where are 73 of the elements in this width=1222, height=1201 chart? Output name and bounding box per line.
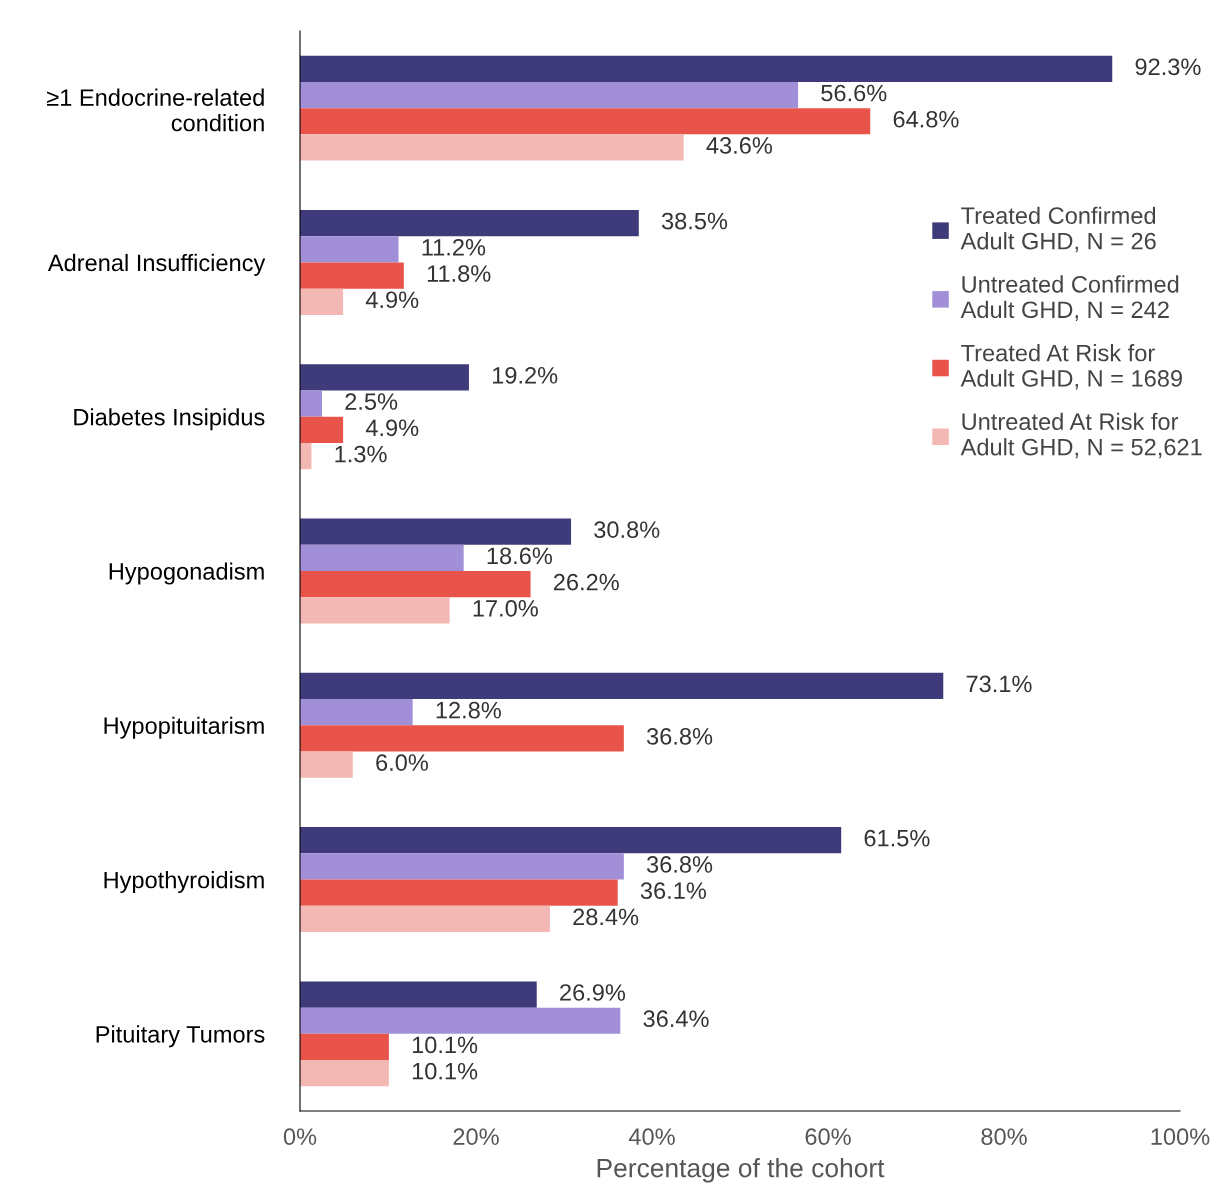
- data-label: 26.2%: [553, 573, 619, 591]
- bar: [300, 134, 684, 161]
- data-label: 11.2%: [422, 238, 486, 256]
- data-label: 38.5%: [661, 212, 728, 230]
- bar: [300, 597, 450, 624]
- data-label: 36.4%: [643, 1010, 709, 1028]
- data-label: 11.8%: [427, 265, 491, 282]
- data-label: 43.6%: [706, 137, 773, 154]
- bar: [300, 518, 572, 545]
- data-label: 30.8%: [594, 521, 660, 538]
- bar: [300, 879, 618, 906]
- bar: [300, 390, 322, 417]
- y-tick-label: Hypogonadism: [109, 562, 264, 585]
- bar: [300, 725, 624, 752]
- legend-label: Treated At Risk for Adult GHD, N = 1689: [960, 344, 1182, 390]
- bar: [300, 827, 842, 854]
- data-label: 12.8%: [436, 701, 501, 719]
- bar: [300, 1060, 389, 1087]
- data-label: 26.9%: [560, 984, 626, 1001]
- data-label: 36.8%: [646, 856, 713, 873]
- bar: [300, 416, 344, 443]
- bar: [300, 262, 404, 289]
- legend-label: Untreated At Risk for Adult GHD, N = 52,621: [960, 412, 1202, 459]
- data-label: 10.1%: [412, 1062, 478, 1080]
- data-label: 6.0%: [376, 754, 428, 771]
- data-label: 10.1%: [412, 1036, 478, 1054]
- data-label: 2.5%: [345, 393, 398, 410]
- bar: [300, 699, 413, 726]
- data-label: 1.3%: [335, 445, 387, 463]
- bar: [300, 209, 639, 237]
- bar: [300, 544, 464, 571]
- data-label: 64.8%: [893, 110, 959, 128]
- bar: [300, 288, 344, 315]
- bar: [300, 364, 469, 391]
- bar: [300, 571, 531, 598]
- data-label: 61.5%: [864, 829, 930, 847]
- y-tick-label: Adrenal Insufficiency: [47, 253, 266, 276]
- x-axis-title: Percentage of the cohort: [597, 1158, 885, 1183]
- bar: [300, 853, 624, 880]
- bar: [300, 1007, 621, 1034]
- y-tick-label: ≥1 Endocrine-related condition: [47, 88, 264, 132]
- data-label: 73.1%: [966, 675, 1032, 693]
- bar: [300, 981, 537, 1008]
- bar: [300, 751, 353, 778]
- bar: [300, 81, 799, 109]
- data-label: 19.2%: [492, 366, 558, 384]
- x-tick-label: 80%: [981, 1128, 1027, 1146]
- y-tick-label: Hypothyroidism: [104, 871, 264, 894]
- data-label: 36.1%: [640, 882, 707, 900]
- data-label: 56.6%: [821, 84, 887, 102]
- bar: [300, 905, 550, 933]
- data-label: 28.4%: [573, 908, 639, 926]
- x-tick-label: 0%: [283, 1128, 317, 1146]
- x-tick-label: 60%: [805, 1128, 851, 1146]
- x-tick-label: 40%: [628, 1128, 675, 1146]
- y-tick-label: Hypopituitarism: [104, 716, 264, 739]
- bar: [300, 1033, 389, 1061]
- data-label: 4.9%: [365, 419, 419, 437]
- bar: [300, 108, 871, 135]
- legend-label: Untreated Confirmed Adult GHD, N = 242: [960, 275, 1179, 321]
- data-label: 4.9%: [365, 291, 419, 309]
- legend-label: Treated Confirmed Adult GHD, N = 26: [960, 206, 1156, 253]
- bar: [300, 236, 399, 263]
- data-label: 17.0%: [473, 599, 538, 617]
- x-tick-label: 20%: [453, 1128, 499, 1146]
- bar: [300, 672, 944, 700]
- y-tick-label: Diabetes Insipidus: [74, 408, 265, 431]
- bar: [300, 55, 1113, 82]
- x-tick-label: 100%: [1151, 1128, 1210, 1146]
- data-label: 36.8%: [646, 728, 713, 745]
- data-label: 18.6%: [487, 547, 553, 565]
- data-label: 92.3%: [1135, 58, 1201, 76]
- y-tick-label: Pituitary Tumors: [96, 1025, 265, 1048]
